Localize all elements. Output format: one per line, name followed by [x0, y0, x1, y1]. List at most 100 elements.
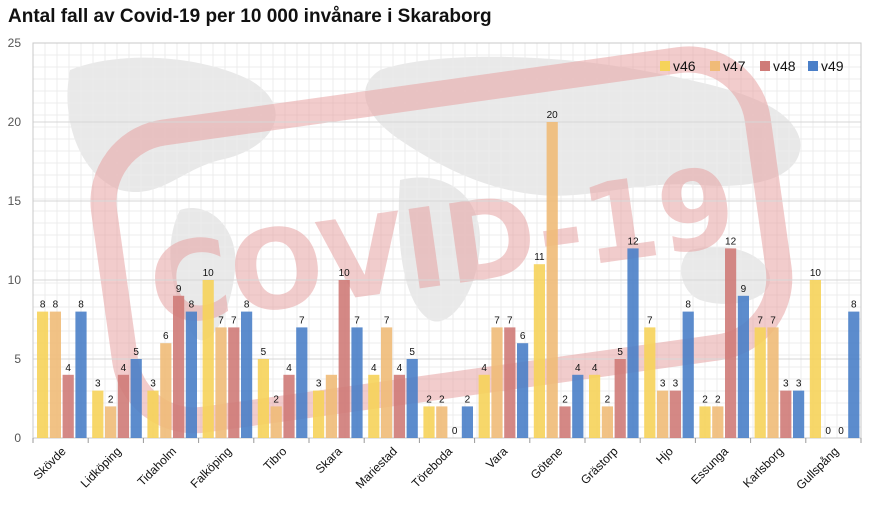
- bar: [780, 390, 792, 438]
- y-tick-label: 20: [8, 115, 22, 129]
- data-label: 6: [520, 331, 526, 342]
- data-label: 3: [150, 379, 156, 390]
- data-label: 10: [810, 268, 822, 279]
- bar: [325, 374, 337, 438]
- x-category-label: Vara: [483, 444, 510, 471]
- x-category-label: Gullspång: [793, 444, 841, 492]
- bar: [351, 327, 363, 438]
- data-label: 3: [673, 379, 679, 390]
- bar: [313, 390, 325, 438]
- bar: [270, 406, 282, 438]
- data-label: 2: [715, 394, 721, 405]
- bar: [160, 343, 172, 438]
- map-shape: [398, 177, 480, 322]
- data-label: 3: [95, 379, 101, 390]
- data-label: 10: [203, 268, 215, 279]
- data-label: 2: [702, 394, 708, 405]
- bar: [117, 374, 129, 438]
- bar: [105, 406, 117, 438]
- bar: [589, 374, 601, 438]
- data-label: 4: [575, 363, 581, 374]
- data-label: 9: [741, 284, 747, 295]
- bar: [423, 406, 435, 438]
- watermark-frame: [90, 46, 793, 434]
- data-label: 5: [133, 347, 139, 358]
- bar: [601, 406, 613, 438]
- data-label: 2: [273, 394, 279, 405]
- data-label: 4: [592, 363, 598, 374]
- bar: [614, 359, 626, 438]
- data-label: 7: [354, 315, 360, 326]
- bar: [393, 374, 405, 438]
- data-label: 4: [397, 363, 403, 374]
- bar: [257, 359, 269, 438]
- chart-title: Antal fall av Covid-19 per 10 000 invåna…: [8, 6, 492, 27]
- x-category-label: Skövde: [31, 444, 69, 482]
- data-label: 3: [796, 379, 802, 390]
- data-label: 7: [770, 315, 776, 326]
- data-label: 7: [299, 315, 305, 326]
- data-label: 0: [838, 426, 844, 437]
- x-category-label: Skara: [313, 444, 345, 476]
- bars: [37, 122, 860, 438]
- data-label: 3: [660, 379, 666, 390]
- bar: [669, 390, 681, 438]
- bar: [381, 327, 393, 438]
- data-label: 7: [507, 315, 513, 326]
- x-category-label: Töreboda: [409, 444, 455, 490]
- data-label: 4: [65, 363, 71, 374]
- data-label: 2: [605, 394, 611, 405]
- data-label: 9: [176, 284, 182, 295]
- x-category-label: Götene: [528, 444, 566, 482]
- data-label: 2: [562, 394, 568, 405]
- data-label: 11: [534, 252, 545, 263]
- data-label: 4: [481, 363, 487, 374]
- data-label: 4: [371, 363, 377, 374]
- data-label: 5: [617, 347, 623, 358]
- legend-label: v48: [773, 58, 796, 74]
- bar: [627, 248, 639, 438]
- data-label: 8: [189, 300, 195, 311]
- bar: [559, 406, 571, 438]
- bar: [185, 311, 197, 438]
- bar: [546, 122, 558, 438]
- legend-swatch: [760, 61, 770, 71]
- data-label: 0: [452, 426, 458, 437]
- y-tick-label: 25: [8, 36, 22, 50]
- bar: [517, 343, 529, 438]
- bar: [202, 280, 214, 438]
- x-category-label: Tidaholm: [135, 444, 179, 488]
- data-label: 3: [316, 379, 322, 390]
- bar: [504, 327, 516, 438]
- y-tick-label: 10: [8, 273, 22, 287]
- data-label: 7: [647, 315, 653, 326]
- legend-label: v47: [723, 58, 746, 74]
- data-label: 12: [725, 236, 737, 247]
- data-label: 8: [851, 300, 857, 311]
- x-category-label: Essunga: [688, 444, 731, 487]
- data-label: 7: [757, 315, 763, 326]
- bar: [283, 374, 295, 438]
- data-label: 7: [384, 315, 390, 326]
- legend-label: v46: [673, 58, 696, 74]
- bar: [848, 311, 860, 438]
- data-label: 8: [244, 300, 250, 311]
- legend-label: v49: [821, 58, 844, 74]
- bar: [228, 327, 240, 438]
- data-label: 2: [439, 394, 445, 405]
- bar: [657, 390, 669, 438]
- y-tick-label: 15: [8, 194, 22, 208]
- x-category-label: Falköping: [188, 444, 235, 491]
- data-label: 4: [286, 363, 292, 374]
- legend-swatch: [710, 61, 720, 71]
- bar: [461, 406, 473, 438]
- bar: [62, 374, 74, 438]
- data-label: 5: [409, 347, 415, 358]
- bar: [406, 359, 418, 438]
- x-category-label: Tibro: [261, 444, 290, 473]
- bar: [478, 374, 490, 438]
- bar: [793, 390, 805, 438]
- data-label: 8: [685, 300, 691, 311]
